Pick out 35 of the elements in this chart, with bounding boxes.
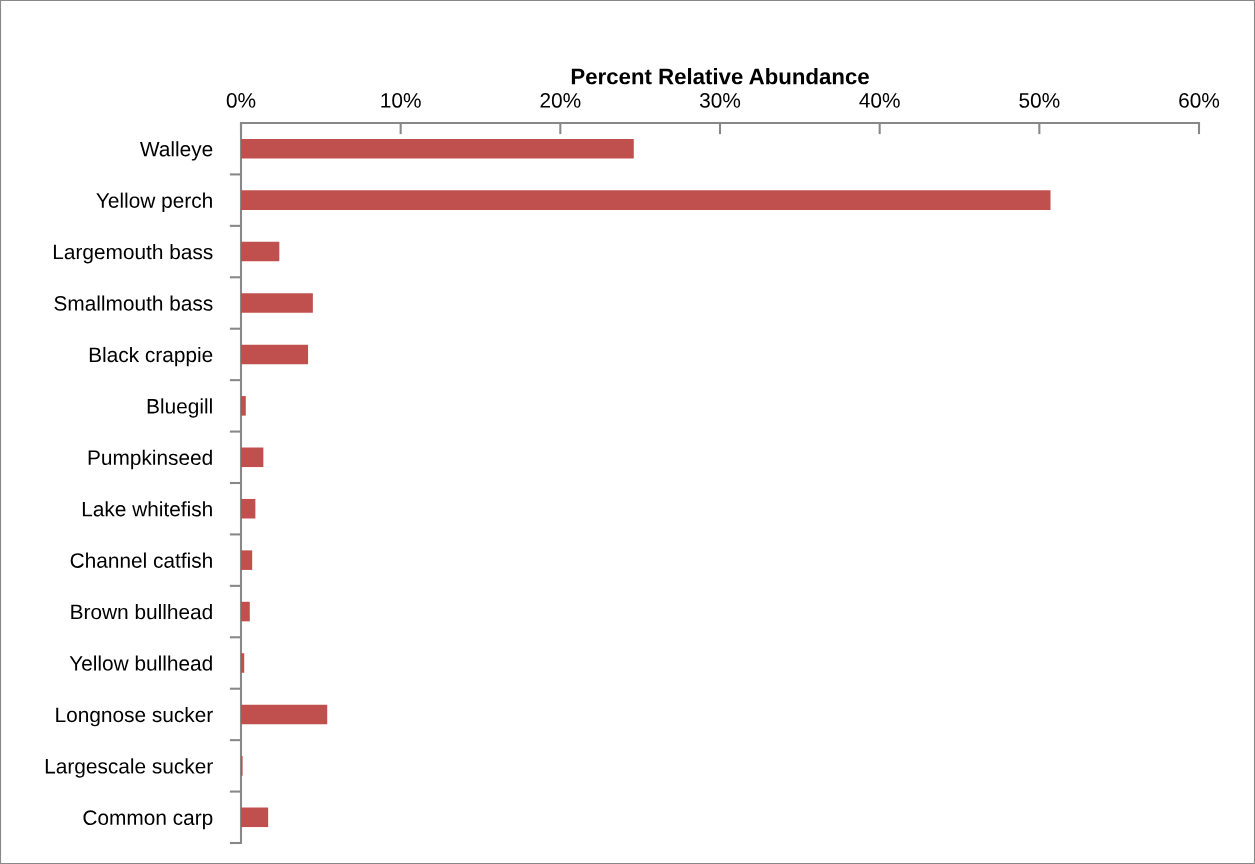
- x-tick-label: 20%: [540, 93, 581, 108]
- bar: [241, 704, 328, 725]
- y-tick-label: Black crappie: [89, 346, 213, 367]
- bar: [241, 293, 313, 313]
- bar: [241, 601, 250, 622]
- x-tick-label: 40%: [859, 93, 900, 108]
- bar: [241, 396, 246, 416]
- x-axis-title: Percent Relative Abundance: [571, 68, 869, 85]
- y-tick-label: Yellow perch: [96, 192, 212, 213]
- y-tick-label: Pumpkinseed: [88, 449, 212, 470]
- y-tick-label: Walleye: [140, 141, 213, 161]
- y-tick-label: Lake whitefish: [82, 501, 212, 517]
- y-tick-label: Largemouth bass: [53, 244, 213, 264]
- x-tick-label: 30%: [699, 93, 741, 108]
- y-tick-label: Yellow bullhead: [69, 655, 212, 671]
- x-tick-label: 50%: [1019, 93, 1060, 108]
- x-tick-label: 0%: [226, 93, 256, 108]
- y-tick-label: Brown bullhead: [71, 604, 212, 620]
- bar: [241, 807, 269, 828]
- y-tick-label: Smallmouth bass: [54, 295, 213, 311]
- x-tick-label: 10%: [381, 93, 421, 108]
- y-tick-label: Longnose sucker: [56, 706, 213, 727]
- bar: [241, 447, 264, 468]
- y-tick-label: Common carp: [83, 810, 213, 830]
- bar: [241, 241, 280, 262]
- bar: [241, 653, 245, 673]
- bar: [241, 550, 253, 570]
- bar: [241, 190, 1051, 210]
- bar: [241, 138, 634, 159]
- bar: [241, 498, 256, 519]
- x-tick-label: 60%: [1179, 93, 1220, 108]
- y-tick-label: Channel catfish: [70, 552, 212, 568]
- y-tick-label: Largescale sucker: [45, 758, 213, 778]
- bar: [241, 344, 309, 365]
- y-tick-label: Bluegill: [147, 398, 212, 418]
